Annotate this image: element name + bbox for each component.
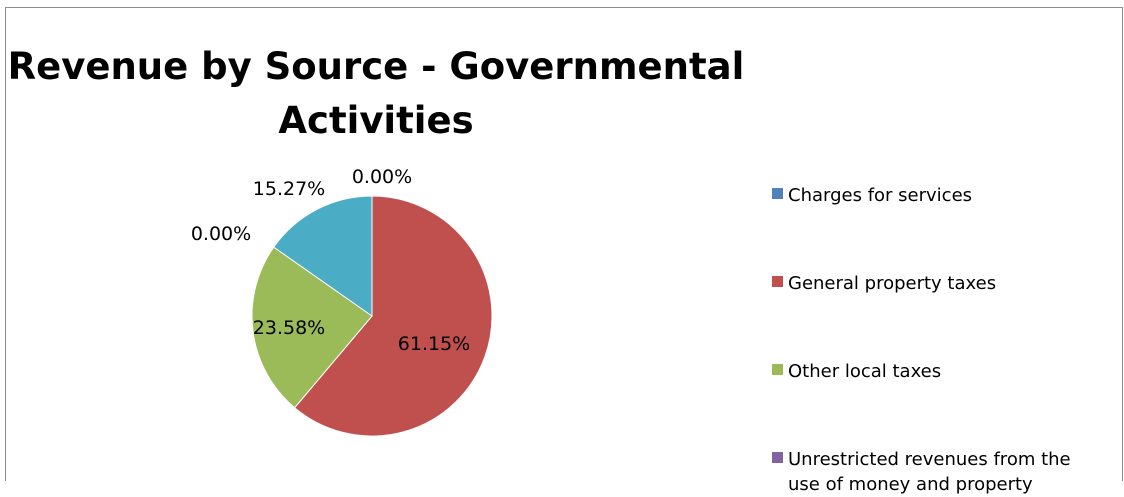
legend-label: Charges for services xyxy=(788,183,1108,208)
legend-label: Other local taxes xyxy=(788,359,1108,384)
legend-label: General property taxes xyxy=(788,271,1108,296)
data-label-general-property-taxes: 61.15% xyxy=(398,333,470,355)
legend-label: Unrestricted revenues from the use of mon… xyxy=(788,447,1108,497)
legend-label-line: General property taxes xyxy=(788,273,997,294)
legend-label-line: Other local taxes xyxy=(788,361,942,382)
legend-label-line: Unrestricted revenues from the xyxy=(788,449,1071,470)
data-label-miscellaneous: 15.27% xyxy=(253,178,325,200)
pie-slice-general-property-taxes xyxy=(293,195,493,437)
pie-chart: 0.00% 61.15% 23.58% 0.00% 15.27% xyxy=(191,166,493,437)
legend-swatch xyxy=(772,364,783,375)
data-label-unrestricted-revenues-from-the-use-of-money-and-property: 0.00% xyxy=(191,223,251,245)
pie-slice-other-local-taxes xyxy=(251,246,373,409)
chart-title-line-2: Activities xyxy=(278,99,474,142)
legend-label-line: use of money and property xyxy=(788,474,1033,495)
data-label-other-local-taxes: 23.58% xyxy=(253,317,325,339)
legend-swatch xyxy=(772,188,783,199)
legend-swatch xyxy=(772,452,783,463)
pie-slice-miscellaneous xyxy=(273,195,373,317)
chart-title-line-1: Revenue by Source - Governmental xyxy=(7,45,745,88)
chart-title: Revenue by Source - Governmental Activit… xyxy=(6,40,746,148)
legend-swatch xyxy=(772,276,783,287)
data-label-charges-for-services: 0.00% xyxy=(352,166,412,188)
legend-label-line: Charges for services xyxy=(788,185,973,206)
chart-area: Revenue by Source - Governmental Activit… xyxy=(5,7,1123,495)
